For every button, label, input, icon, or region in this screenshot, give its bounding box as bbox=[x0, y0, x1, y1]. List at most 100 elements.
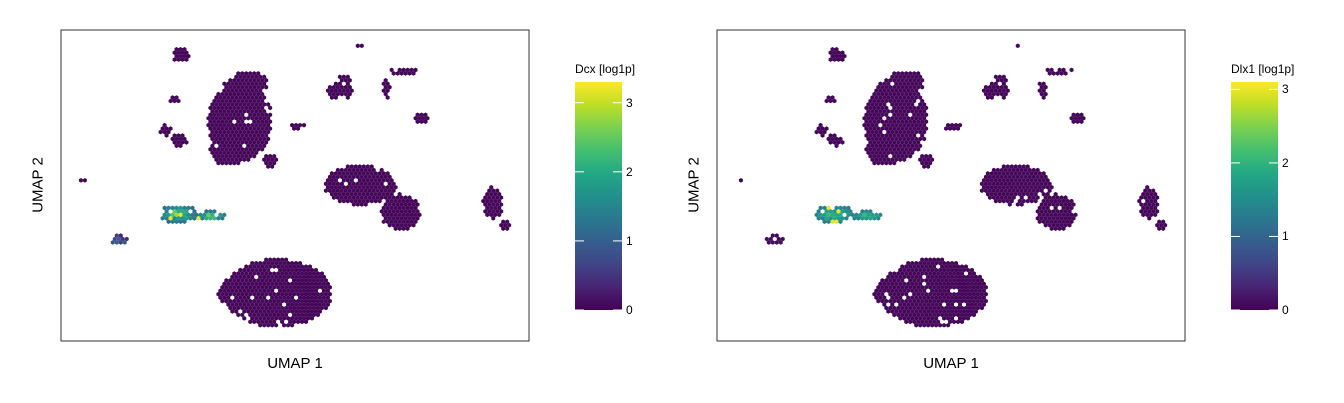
hexbin bbox=[940, 257, 945, 262]
hexbin bbox=[349, 178, 354, 183]
hexbin bbox=[236, 71, 241, 76]
hexbin bbox=[1031, 188, 1036, 193]
hexbin bbox=[890, 122, 895, 128]
hexbin bbox=[371, 188, 376, 193]
hexbin bbox=[969, 295, 974, 300]
hexbin bbox=[999, 91, 1004, 97]
hexbin bbox=[886, 157, 891, 162]
hexbin bbox=[252, 133, 257, 138]
hexbin bbox=[912, 291, 917, 297]
hexbin bbox=[238, 302, 243, 307]
hexbin bbox=[874, 136, 879, 142]
hexbin bbox=[383, 91, 388, 97]
hexbin bbox=[341, 171, 346, 176]
hexbin bbox=[222, 136, 227, 142]
hexbin bbox=[1007, 167, 1012, 173]
hexbin bbox=[930, 309, 935, 314]
hexbin bbox=[993, 171, 998, 176]
hexbin bbox=[274, 281, 279, 287]
hexbin bbox=[838, 53, 843, 59]
hexbin bbox=[987, 84, 992, 90]
hexbin bbox=[232, 153, 237, 159]
hexbin bbox=[363, 188, 368, 193]
hexbin bbox=[230, 288, 235, 294]
hexbin bbox=[920, 153, 925, 159]
hexbin bbox=[1157, 226, 1162, 231]
hexbin bbox=[1039, 216, 1044, 221]
hexbin bbox=[228, 278, 233, 283]
hexbin bbox=[912, 105, 917, 111]
hexbin bbox=[908, 264, 913, 269]
hexbin bbox=[256, 291, 261, 297]
hexbin bbox=[395, 195, 400, 200]
hexbin bbox=[818, 205, 823, 211]
hexbin bbox=[930, 288, 935, 294]
hexbin bbox=[1041, 95, 1046, 100]
hexbin bbox=[230, 302, 235, 307]
hexbin bbox=[983, 298, 988, 304]
hexbin bbox=[401, 212, 406, 218]
hexbin bbox=[914, 274, 919, 280]
hexbin bbox=[220, 119, 225, 124]
hexbin bbox=[995, 181, 1000, 187]
hexbin bbox=[922, 164, 927, 169]
hexbin bbox=[290, 302, 295, 307]
hexbin bbox=[278, 288, 283, 294]
hexbin bbox=[954, 295, 959, 300]
hexbin bbox=[904, 91, 909, 97]
hexbin bbox=[930, 260, 935, 266]
hexbin bbox=[178, 136, 183, 142]
hexbin bbox=[906, 150, 911, 156]
hexbin bbox=[272, 285, 277, 290]
hexbin bbox=[876, 98, 881, 104]
hexbin bbox=[363, 181, 368, 187]
hexbin bbox=[306, 302, 310, 307]
hexbin bbox=[238, 74, 243, 80]
hexbin bbox=[399, 202, 404, 207]
hexbin bbox=[874, 288, 879, 294]
hexbin bbox=[232, 112, 237, 118]
hexbin bbox=[254, 150, 259, 156]
hexbin bbox=[960, 312, 964, 318]
hexbin bbox=[960, 298, 964, 304]
hexbin bbox=[276, 278, 281, 283]
hexbin bbox=[228, 298, 233, 304]
hexbin bbox=[958, 274, 963, 280]
hexbin bbox=[902, 81, 907, 87]
hexbin bbox=[878, 115, 883, 121]
hexbin bbox=[160, 126, 165, 131]
hexbin bbox=[1047, 202, 1052, 207]
hexbin bbox=[377, 198, 382, 204]
hexbin bbox=[1071, 216, 1076, 221]
hexbin bbox=[848, 209, 853, 214]
hexbin bbox=[1001, 74, 1006, 80]
hexbin bbox=[258, 281, 263, 287]
hexbin bbox=[924, 119, 929, 124]
hexbin bbox=[971, 312, 976, 318]
hexbin bbox=[248, 319, 253, 325]
hexbin bbox=[832, 50, 837, 55]
hexbin bbox=[411, 209, 416, 214]
hexbin bbox=[363, 195, 368, 200]
hexbin bbox=[964, 305, 968, 311]
hexbin bbox=[944, 278, 949, 283]
hexbin bbox=[824, 209, 829, 214]
hexbin bbox=[870, 115, 875, 121]
hexbin bbox=[1037, 178, 1042, 183]
hexbin bbox=[220, 147, 225, 152]
hexbin bbox=[912, 278, 917, 283]
hexbin bbox=[381, 184, 386, 190]
hexbin bbox=[240, 133, 245, 138]
hexbin bbox=[226, 157, 231, 162]
hexbin bbox=[850, 212, 855, 218]
hexbin bbox=[954, 260, 959, 266]
hexbin bbox=[248, 112, 253, 118]
hexbin bbox=[836, 216, 841, 221]
hexbin bbox=[997, 74, 1002, 80]
hexbin bbox=[296, 319, 301, 325]
hexbin bbox=[417, 212, 422, 218]
hexbin bbox=[920, 257, 925, 262]
hexbin bbox=[349, 171, 354, 176]
hexbin bbox=[918, 309, 923, 314]
hexbin bbox=[896, 98, 901, 104]
